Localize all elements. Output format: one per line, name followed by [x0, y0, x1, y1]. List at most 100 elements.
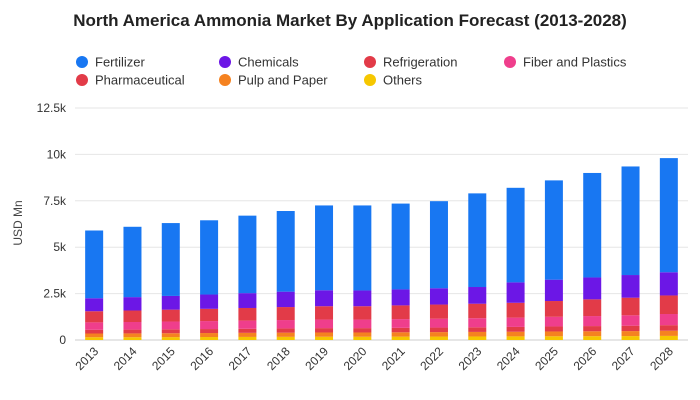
bar-segment: [429, 318, 448, 328]
bar-segment: [468, 193, 487, 288]
x-tick-label: 2016: [187, 344, 216, 373]
bar-segment: [506, 317, 525, 327]
bar-segment: [276, 291, 295, 308]
bar-segment: [506, 326, 525, 332]
legend-item[interactable]: Refrigeration: [364, 55, 457, 70]
legend-item[interactable]: Chemicals: [219, 55, 299, 70]
bar-segment: [353, 328, 372, 333]
bar-segment: [161, 309, 180, 322]
bar-segment: [315, 205, 334, 291]
bar-segment: [544, 336, 563, 340]
bar-segment: [659, 158, 678, 273]
bar-segment: [353, 290, 372, 307]
bar-segment: [583, 336, 602, 340]
bar-segment: [315, 290, 334, 307]
bar-segment: [391, 327, 410, 333]
x-tick-label: 2022: [417, 344, 446, 373]
bar-segment: [621, 331, 640, 337]
bar-segment: [161, 321, 180, 330]
bar-segment: [200, 337, 219, 340]
legend-marker: [364, 74, 376, 86]
legend-marker: [504, 56, 516, 68]
bar-segment: [238, 307, 257, 321]
y-tick-label: 5k: [53, 240, 67, 254]
bar-segment: [659, 295, 678, 315]
bar-segment: [583, 316, 602, 327]
bar-segment: [583, 172, 602, 278]
bar-segment: [544, 180, 563, 280]
bar-segment: [85, 298, 104, 312]
bar-segment: [544, 326, 563, 332]
bar-segment: [429, 288, 448, 305]
bar-segment: [238, 320, 257, 329]
x-tick-label: 2013: [72, 344, 101, 373]
bar-segment: [621, 336, 640, 340]
bar-segment: [200, 294, 219, 309]
x-axis-ticks: 2013 2014 2015 2016 2017 2018 2019 2020 2021 2022…: [72, 344, 676, 373]
bar-segment: [506, 302, 525, 318]
chart-title: North America Ammonia Market By Applicat…: [73, 11, 627, 30]
bar-segment: [123, 226, 142, 298]
legend-marker: [219, 74, 231, 86]
legend-label: Fiber and Plastics: [523, 55, 627, 70]
bar-segment: [468, 318, 487, 328]
legend-item[interactable]: Others: [364, 73, 423, 88]
bar-segment: [123, 333, 142, 338]
bar-segment: [353, 306, 372, 320]
bar-segment: [200, 333, 219, 338]
bar-segment: [544, 279, 563, 302]
bar-segment: [544, 301, 563, 317]
bar-segment: [353, 205, 372, 291]
bar-segment: [468, 336, 487, 340]
bar-segment: [468, 331, 487, 337]
bar-segment: [468, 327, 487, 332]
bar-segment: [621, 166, 640, 276]
bar-segment: [621, 325, 640, 332]
bar-stack: [506, 187, 525, 340]
bar-segment: [276, 332, 295, 337]
legend-label: Refrigeration: [383, 55, 457, 70]
bar-stack: [544, 180, 563, 340]
bar-segment: [353, 332, 372, 337]
bar-segment: [161, 295, 180, 310]
bar-segment: [429, 336, 448, 340]
bar-segment: [161, 223, 180, 296]
legend-item[interactable]: Pharmaceutical: [76, 73, 185, 88]
bar-segment: [468, 303, 487, 319]
x-tick-label: 2028: [647, 344, 676, 373]
legend-label: Pulp and Paper: [238, 73, 328, 88]
legend-marker: [219, 56, 231, 68]
x-tick-label: 2019: [302, 344, 331, 373]
bar-segment: [85, 230, 104, 299]
bar-segment: [85, 322, 104, 330]
bar-segment: [315, 319, 334, 329]
bar-stack: [659, 158, 678, 340]
bar-segment: [276, 328, 295, 333]
bar-segment: [353, 319, 372, 329]
y-tick-label: 7.5k: [43, 194, 67, 208]
bar-segment: [429, 201, 448, 289]
x-tick-label: 2024: [494, 344, 523, 373]
bar-segment: [659, 325, 678, 331]
bar-segment: [429, 332, 448, 337]
bar-segment: [506, 282, 525, 303]
y-tick-label: 10k: [47, 147, 67, 161]
bar-segment: [659, 272, 678, 296]
legend-item[interactable]: Pulp and Paper: [219, 73, 328, 88]
legend-label: Fertilizer: [95, 55, 146, 70]
bar-segment: [468, 287, 487, 304]
bar-stack: [315, 205, 334, 340]
bar-stack: [276, 211, 295, 340]
bar-stack: [123, 226, 142, 340]
bar-segment: [123, 321, 142, 330]
bar-segment: [583, 326, 602, 332]
bar-segment: [391, 319, 410, 328]
bar-segment: [238, 215, 257, 294]
bar-segment: [659, 335, 678, 340]
bar-stack: [468, 193, 487, 340]
bar-segment: [429, 304, 448, 319]
bar-segment: [315, 328, 334, 333]
legend-item[interactable]: Fertilizer: [76, 55, 146, 70]
legend-item[interactable]: Fiber and Plastics: [504, 55, 627, 70]
